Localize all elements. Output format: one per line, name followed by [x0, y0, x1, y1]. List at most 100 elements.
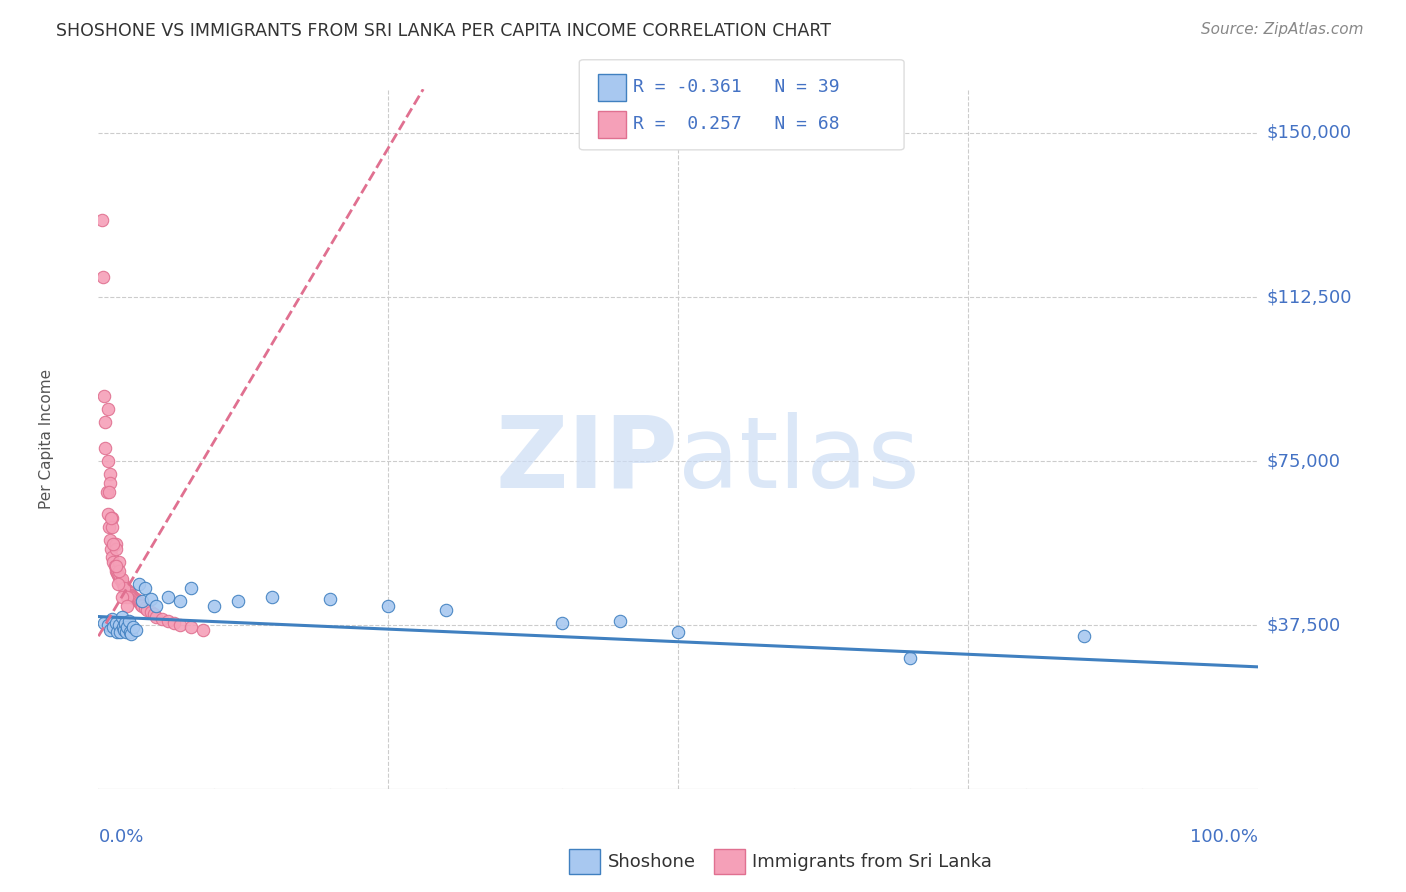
Point — [90, 213, 112, 227]
Point — [169, 618, 191, 632]
Point — [145, 599, 167, 613]
Text: 0.0%: 0.0% — [98, 829, 143, 847]
Point — [100, 541, 122, 556]
Point — [139, 592, 162, 607]
Point — [118, 624, 141, 639]
Point — [114, 581, 136, 595]
Text: SHOSHONE VS IMMIGRANTS FROM SRI LANKA PER CAPITA INCOME CORRELATION CHART: SHOSHONE VS IMMIGRANTS FROM SRI LANKA PE… — [56, 22, 831, 40]
Point — [104, 559, 127, 574]
Point — [98, 533, 121, 547]
Point — [120, 627, 142, 641]
Point — [118, 586, 141, 600]
Text: atlas: atlas — [678, 412, 920, 508]
Text: Immigrants from Sri Lanka: Immigrants from Sri Lanka — [752, 853, 993, 871]
Point — [98, 476, 121, 491]
Point — [98, 623, 121, 637]
Point — [1073, 629, 1095, 643]
Point — [97, 520, 120, 534]
Point — [96, 484, 118, 499]
Text: $150,000: $150,000 — [1267, 124, 1351, 142]
Point — [129, 596, 152, 610]
Point — [108, 564, 131, 578]
Point — [128, 576, 150, 591]
Point — [436, 603, 458, 617]
Point — [101, 511, 124, 525]
Point — [125, 593, 148, 607]
Point — [111, 620, 134, 634]
Point — [609, 614, 631, 628]
Point — [117, 583, 139, 598]
Point — [111, 573, 132, 587]
Point — [180, 620, 202, 634]
Point — [97, 454, 120, 468]
Point — [127, 594, 149, 608]
Point — [101, 550, 124, 565]
Point — [93, 616, 115, 631]
Point — [114, 616, 136, 631]
Point — [128, 595, 150, 609]
Point — [111, 574, 132, 589]
Point — [105, 566, 128, 580]
Text: Shoshone: Shoshone — [607, 853, 696, 871]
Point — [112, 579, 135, 593]
Point — [107, 568, 129, 582]
Point — [104, 564, 127, 578]
Point — [121, 589, 143, 603]
Point — [191, 623, 214, 637]
Point — [145, 609, 167, 624]
Point — [93, 388, 115, 402]
Text: $37,500: $37,500 — [1267, 616, 1341, 634]
Point — [108, 618, 131, 632]
Point — [104, 616, 127, 631]
Point — [134, 600, 156, 615]
Point — [105, 624, 128, 639]
Point — [139, 605, 162, 619]
Point — [91, 270, 114, 285]
Point — [103, 620, 125, 634]
Point — [111, 576, 134, 591]
Point — [131, 598, 153, 612]
Point — [97, 618, 120, 632]
Text: R = -0.361   N = 39: R = -0.361 N = 39 — [633, 78, 839, 95]
Point — [180, 581, 202, 595]
Point — [107, 576, 129, 591]
Point — [112, 623, 135, 637]
Point — [111, 590, 132, 604]
Point — [111, 609, 132, 624]
Text: 100.0%: 100.0% — [1191, 829, 1258, 847]
Point — [104, 541, 127, 556]
Point — [122, 590, 145, 604]
Point — [143, 607, 166, 622]
Point — [98, 467, 121, 482]
Point — [117, 590, 139, 604]
Text: ZIP: ZIP — [495, 412, 678, 508]
Point — [115, 582, 138, 596]
Point — [101, 520, 124, 534]
Point — [100, 511, 122, 525]
Point — [262, 590, 284, 604]
Point — [551, 616, 574, 631]
Point — [103, 555, 125, 569]
Point — [103, 537, 125, 551]
Point — [108, 555, 131, 569]
Point — [163, 616, 186, 631]
Point — [136, 603, 159, 617]
Point — [120, 588, 142, 602]
Point — [157, 590, 180, 604]
Point — [157, 614, 180, 628]
Point — [110, 573, 132, 587]
Point — [377, 599, 399, 613]
Text: Per Capita Income: Per Capita Income — [39, 369, 53, 509]
Point — [115, 624, 138, 639]
Text: Source: ZipAtlas.com: Source: ZipAtlas.com — [1201, 22, 1364, 37]
Point — [97, 484, 120, 499]
Point — [97, 507, 120, 521]
Text: $75,000: $75,000 — [1267, 452, 1341, 470]
Point — [110, 624, 132, 639]
Point — [204, 599, 226, 613]
Text: R =  0.257   N = 68: R = 0.257 N = 68 — [633, 115, 839, 133]
Point — [122, 620, 145, 634]
Point — [112, 581, 135, 595]
Point — [226, 594, 249, 608]
Point — [101, 612, 124, 626]
